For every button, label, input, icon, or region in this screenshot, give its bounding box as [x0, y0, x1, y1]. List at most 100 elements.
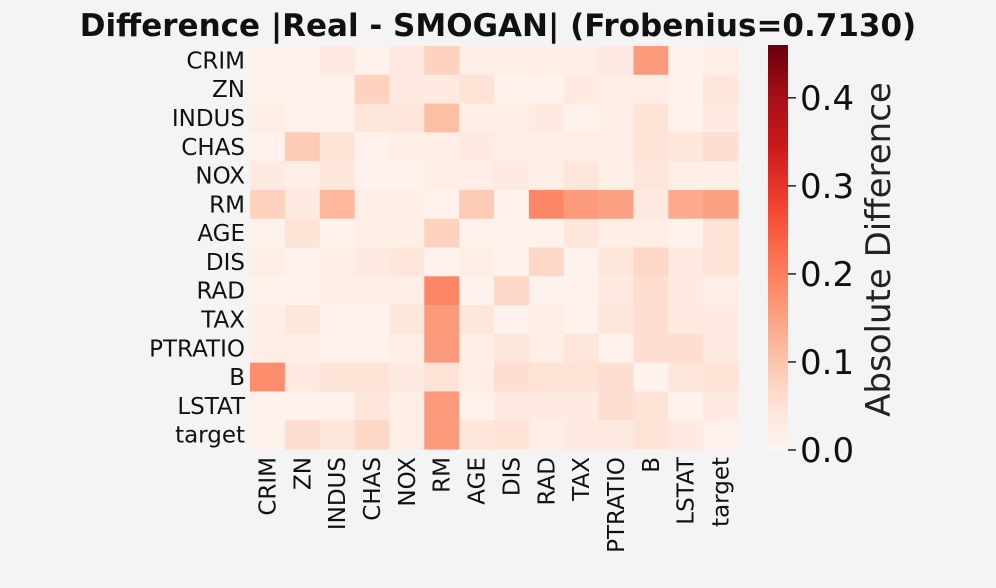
colorbar-tick-label: 0.0 — [800, 431, 854, 471]
col-tick-label: target — [709, 457, 735, 527]
heatmap-cell — [319, 391, 356, 421]
heatmap-cell — [250, 74, 286, 105]
heatmap-cell — [250, 276, 286, 306]
heatmap-cell — [703, 362, 739, 393]
heatmap-cell — [424, 247, 460, 277]
heatmap-cell — [389, 46, 425, 76]
heatmap-cell — [319, 420, 356, 450]
heatmap-cell — [668, 161, 704, 191]
colorbar-tick-label: 0.4 — [800, 79, 854, 119]
heatmap-cell — [563, 420, 600, 450]
heatmap-cell — [424, 276, 460, 306]
heatmap-cell — [633, 420, 669, 450]
heatmap-cell — [633, 103, 669, 133]
heatmap-cell — [633, 132, 669, 162]
heatmap-cell — [703, 103, 739, 133]
heatmap-cell — [633, 362, 669, 393]
heatmap-cell — [424, 46, 460, 76]
row-tick-label: RM — [209, 192, 245, 218]
heatmap-cell — [459, 362, 495, 393]
heatmap-cell — [494, 132, 530, 162]
heatmap-cell — [354, 305, 391, 335]
heatmap-cell — [354, 420, 391, 450]
row-tick-label: PTRATIO — [149, 336, 245, 362]
colorbar-tick-label: 0.2 — [800, 255, 854, 295]
heatmap-cell — [354, 132, 391, 162]
heatmap-cell — [424, 161, 460, 191]
heatmap-cell — [250, 362, 286, 393]
heatmap-cell — [633, 74, 669, 105]
heatmap-cell — [494, 333, 530, 364]
heatmap-cell — [354, 247, 391, 277]
heatmap-cell — [703, 333, 739, 364]
heatmap-cell — [459, 276, 495, 306]
heatmap-cell — [668, 333, 704, 364]
heatmap-cell — [250, 420, 286, 450]
heatmap-cell — [528, 391, 565, 421]
heatmap-cell — [633, 46, 669, 76]
heatmap-cell — [250, 333, 286, 364]
col-tick-label: PTRATIO — [604, 457, 630, 553]
row-tick-label: LSTAT — [177, 394, 246, 420]
heatmap-cell — [319, 46, 356, 76]
heatmap-cell — [528, 132, 565, 162]
heatmap-cell — [250, 103, 286, 133]
heatmap-cell — [633, 161, 669, 191]
colorbar-label: Absolute Difference — [859, 82, 899, 417]
heatmap-cell — [598, 247, 635, 277]
heatmap-cell — [284, 333, 321, 364]
heatmap-cell — [424, 132, 460, 162]
heatmap-cell — [563, 333, 600, 364]
heatmap-cell — [250, 46, 286, 76]
heatmap-cell — [668, 103, 704, 133]
heatmap-cell — [528, 74, 565, 105]
heatmap-cell — [633, 276, 669, 306]
col-tick-label: TAX — [569, 457, 595, 502]
heatmap-cell — [528, 420, 565, 450]
heatmap-cell — [598, 74, 635, 105]
heatmap-cell — [250, 132, 286, 162]
heatmap-cell — [250, 247, 286, 277]
col-tick-label: CHAS — [360, 457, 386, 521]
col-tick-label: B — [639, 457, 665, 473]
heatmap-cell — [563, 247, 600, 277]
heatmap-cell — [284, 362, 321, 393]
heatmap-cell — [598, 132, 635, 162]
heatmap-cell — [389, 247, 425, 277]
heatmap-cell — [319, 161, 356, 191]
chart-title: Difference |Real - SMOGAN| (Frobenius=0.… — [80, 8, 916, 44]
heatmap-cell — [563, 391, 600, 421]
heatmap-cell — [424, 420, 460, 450]
heatmap-cell — [459, 189, 495, 220]
heatmap-cell — [703, 305, 739, 335]
col-tick-label: DIS — [499, 457, 525, 496]
heatmap-cell — [598, 333, 635, 364]
colorbar-ticks: 0.0 0.1 0.2 0.3 0.4 — [788, 79, 854, 471]
heatmap-cell — [459, 305, 495, 335]
heatmap-cell — [459, 46, 495, 76]
heatmap-cell — [703, 276, 739, 306]
heatmap-cell — [424, 74, 460, 105]
heatmap-cell — [598, 189, 635, 220]
heatmap-cell — [703, 420, 739, 450]
col-tick-label: RM — [430, 457, 456, 493]
heatmap-cell — [668, 276, 704, 306]
heatmap-cell — [703, 46, 739, 76]
heatmap-cell — [389, 362, 425, 393]
heatmap-cell — [528, 247, 565, 277]
heatmap-cell — [668, 218, 704, 249]
heatmap-cell — [494, 189, 530, 220]
colorbar-tick-label: 0.1 — [800, 343, 854, 383]
heatmap-cell — [494, 46, 530, 76]
heatmap-cell — [633, 189, 669, 220]
heatmap-cell — [703, 132, 739, 162]
heatmap-cell — [459, 333, 495, 364]
row-tick-label: RAD — [197, 279, 246, 305]
row-tick-label: target — [175, 423, 245, 449]
row-tick-label: CHAS — [181, 135, 245, 161]
heatmap-cell — [424, 362, 460, 393]
heatmap-cell — [354, 276, 391, 306]
colorbar-tick-label: 0.3 — [800, 167, 854, 207]
